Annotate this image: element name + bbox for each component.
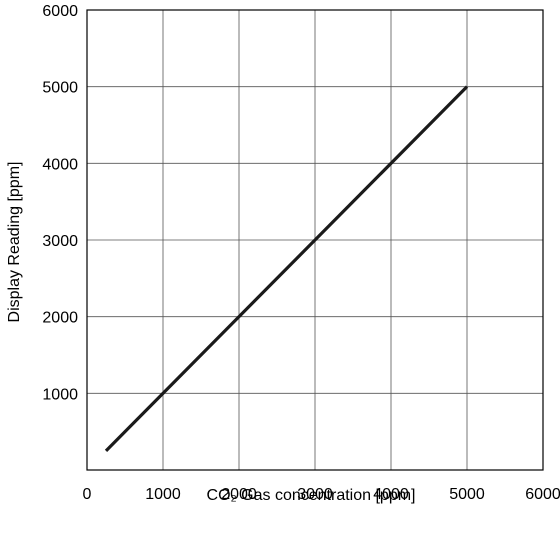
y-tick-label: 1000: [42, 386, 78, 403]
x-axis-label: CO₂ Gas concentration [ppm]: [207, 487, 416, 504]
series-line: [104, 85, 469, 452]
plot-area-frame: [86, 9, 544, 471]
x-tick-label: 1000: [145, 486, 181, 503]
series-layer: [104, 85, 469, 452]
y-tick-label: 2000: [42, 310, 78, 327]
x-tick-label: 2000: [221, 486, 257, 503]
y-tick-label: 5000: [42, 80, 78, 97]
x-tick-label: 5000: [449, 486, 485, 503]
y-axis-label: Display Reading [ppm]: [6, 162, 23, 323]
x-tick-label: 6000: [525, 486, 560, 503]
x-tick-label: 0: [83, 486, 92, 503]
y-axis-ticks: 1000 2000 3000 4000 5000 6000: [42, 3, 78, 403]
x-tick-label: 4000: [373, 486, 409, 503]
y-tick-label: 4000: [42, 156, 78, 173]
y-tick-label: 3000: [42, 233, 78, 250]
y-tick-label: 6000: [42, 3, 78, 20]
x-axis-ticks: 0 1000 2000 3000 4000 5000 6000: [83, 486, 560, 503]
x-tick-label: 3000: [297, 486, 333, 503]
